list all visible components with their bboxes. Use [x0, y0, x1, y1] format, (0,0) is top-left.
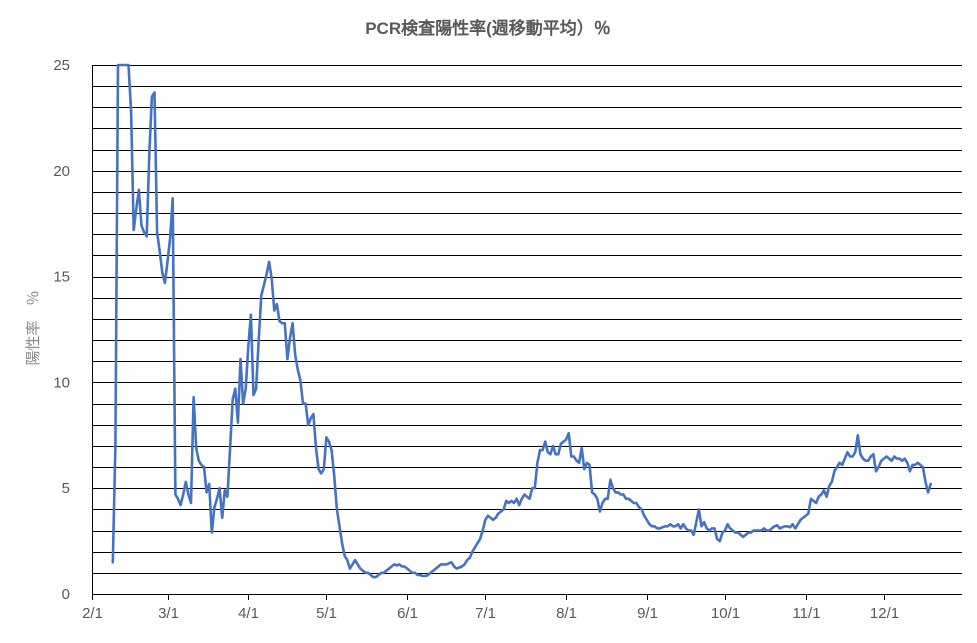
x-tick-label: 9/1 [637, 605, 658, 622]
y-axis-label: 陽性率 ％ [25, 290, 42, 365]
x-tick-label: 2/1 [82, 605, 103, 622]
y-tick-label: 10 [53, 374, 70, 391]
series-line [111, 63, 933, 579]
x-tick-label: 7/1 [475, 605, 496, 622]
x-tick-label: 10/1 [711, 605, 740, 622]
x-tick-label: 12/1 [870, 605, 899, 622]
x-tick-label: 6/1 [397, 605, 418, 622]
y-tick-label: 25 [53, 57, 70, 74]
gridlines [92, 65, 962, 595]
x-axis-ticks: 2/1 3/1 4/1 5/1 6/1 7/1 8/1 9/1 10/1 11/1 12/1 [82, 594, 899, 622]
y-tick-label: 20 [53, 163, 70, 180]
chart-title: PCR検査陽性率(週移動平均）％ [365, 18, 611, 38]
x-tick-label: 8/1 [556, 605, 577, 622]
x-tick-label: 3/1 [158, 605, 179, 622]
y-tick-label: 15 [53, 269, 70, 286]
x-tick-label: 11/1 [792, 605, 820, 622]
x-tick-label: 4/1 [238, 605, 259, 622]
y-axis-ticks: 0 5 10 15 20 25 [53, 57, 70, 603]
x-tick-label: 5/1 [316, 605, 337, 622]
series-group [111, 63, 933, 579]
y-tick-label: 0 [62, 586, 70, 603]
y-tick-label: 5 [62, 480, 70, 497]
